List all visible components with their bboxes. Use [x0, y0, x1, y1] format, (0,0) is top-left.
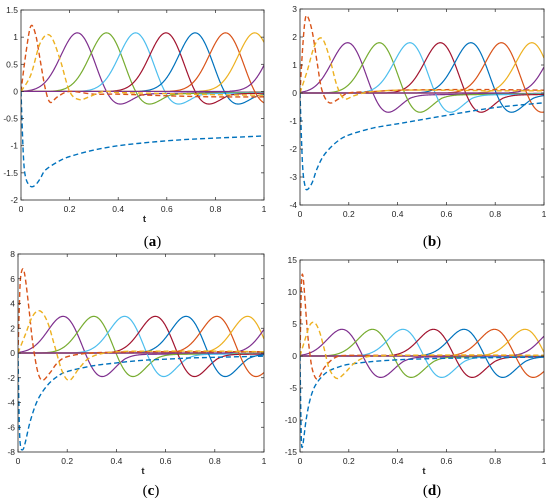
x-tick-label: 0.6: [440, 456, 452, 466]
y-tick-label: -3: [289, 172, 297, 182]
y-tick-label: 3: [292, 4, 297, 14]
y-tick-label: 0.5: [6, 59, 18, 69]
y-tick-label: -8: [7, 447, 15, 457]
x-tick-label: 0.2: [61, 456, 73, 466]
y-tick-label: 10: [288, 287, 298, 297]
x-tick-label: 0.8: [209, 204, 221, 214]
dashed-series-1: [300, 92, 544, 191]
y-tick-label: 8: [10, 249, 15, 259]
dashed-series-3: [21, 33, 264, 101]
dashed-series-1: [300, 355, 544, 449]
y-tick-label: 0: [292, 88, 297, 98]
y-tick-label: 15: [288, 255, 298, 265]
dashed-series-1: [18, 352, 264, 451]
plot-area: [18, 268, 264, 451]
y-tick-label: -4: [289, 200, 297, 210]
solid-series-8: [21, 64, 264, 93]
panel-caption: (b): [423, 234, 441, 250]
panel-caption: (c): [143, 483, 160, 499]
y-tick-label: -1: [289, 116, 297, 126]
chart-panel-c: 0 0.2 0.4 0.6 0.8 1 -8 -6 -4 -2 0 2 4 6 8 t (c): [7, 249, 266, 499]
x-tick-label: 0.4: [110, 456, 122, 466]
dashed-series-3: [300, 37, 544, 100]
chart-panel-b: 0 0.2 0.4 0.6 0.8 1 -4 -3 -2 -1 0 1 2 3 (b): [289, 4, 546, 250]
x-axis-label: t: [141, 466, 145, 477]
dashed-series-2: [18, 268, 264, 381]
x-axis-label: t: [422, 466, 426, 477]
x-tick-label: 1: [262, 456, 267, 466]
x-tick-label: 0.6: [440, 209, 452, 219]
chart-panel-d: 0 0.2 0.4 0.6 0.8 1 -15 -10 -5 0 5 10 15 t (d): [285, 255, 547, 499]
y-tick-label: -4: [7, 398, 15, 408]
plot-area: [300, 14, 544, 191]
x-tick-label: 0.8: [209, 456, 221, 466]
x-tick-label: 0.2: [64, 204, 76, 214]
dashed-series-1: [21, 91, 264, 188]
y-tick-label: -6: [7, 422, 15, 432]
y-tick-label: -0.5: [3, 114, 18, 124]
panel-caption: (d): [423, 483, 441, 499]
solid-series-8: [18, 329, 264, 354]
plot-area: [300, 273, 544, 449]
x-tick-label: 0: [19, 204, 24, 214]
x-tick-label: 0.2: [343, 209, 355, 219]
x-tick-label: 0: [16, 456, 21, 466]
y-tick-label: -1: [10, 141, 18, 151]
y-tick-label: 0: [10, 348, 15, 358]
y-tick-label: -2: [10, 195, 18, 205]
x-tick-label: 0: [298, 209, 303, 219]
y-tick-label: 1: [292, 60, 297, 70]
dashed-series-2: [300, 14, 544, 104]
dashed-series-3: [300, 321, 544, 380]
x-tick-label: 1: [542, 456, 547, 466]
x-tick-label: 1: [262, 204, 267, 214]
y-tick-label: 4: [10, 299, 15, 309]
x-tick-label: 0.8: [489, 456, 501, 466]
y-tick-label: 1: [13, 32, 18, 42]
y-tick-label: 1.5: [6, 5, 18, 15]
x-tick-label: 0.4: [392, 456, 404, 466]
chart-panel-a: 0 0.2 0.4 0.6 0.8 1 -2 -1.5 -1 -0.5 0 0.5 1 1.5 t (a): [3, 5, 266, 250]
y-tick-label: 6: [10, 274, 15, 284]
x-tick-label: 0.2: [343, 456, 355, 466]
solid-series-8: [300, 66, 544, 94]
x-tick-label: 0.6: [160, 456, 172, 466]
y-tick-label: -5: [289, 383, 297, 393]
y-tick-label: 0: [292, 351, 297, 361]
y-tick-label: -2: [7, 373, 15, 383]
axes-box: [299, 8, 545, 206]
dashed-series-3: [18, 309, 264, 381]
y-tick-label: 0: [13, 86, 18, 96]
y-tick-label: -2: [289, 144, 297, 154]
y-tick-label: 5: [292, 319, 297, 329]
y-tick-label: -15: [285, 447, 298, 457]
x-axis-label: t: [143, 214, 147, 225]
plot-area: [21, 24, 264, 188]
x-tick-label: 0: [298, 456, 303, 466]
x-tick-label: 0.4: [392, 209, 404, 219]
y-tick-label: -1.5: [3, 168, 18, 178]
x-tick-label: 0.6: [161, 204, 173, 214]
dashed-series-2: [300, 273, 544, 380]
dashed-series-2: [21, 24, 264, 104]
y-tick-label: -10: [285, 415, 298, 425]
y-tick-label: 2: [10, 323, 15, 333]
x-tick-label: 0.8: [489, 209, 501, 219]
x-tick-label: 1: [542, 209, 547, 219]
panel-caption: (a): [144, 234, 162, 250]
y-tick-label: 2: [292, 32, 297, 42]
axes-box: [20, 9, 265, 201]
x-tick-label: 0.4: [112, 204, 124, 214]
